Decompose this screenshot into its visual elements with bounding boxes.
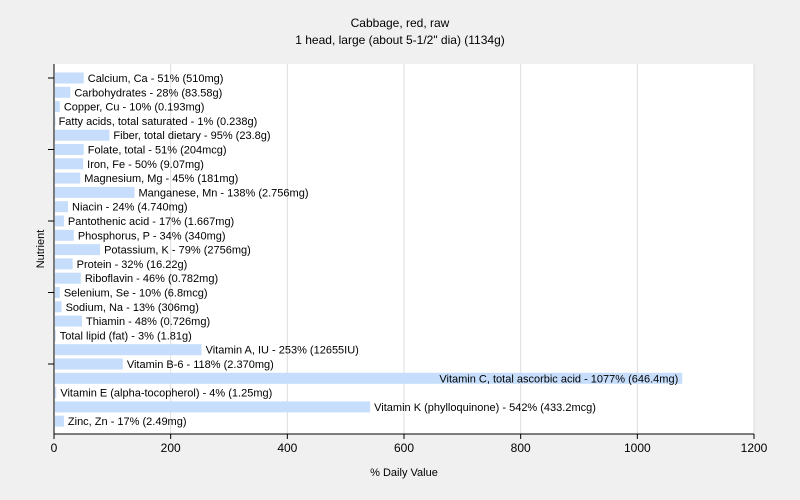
bar-labels: Calcium, Ca - 51% (510mg) Carbohydrates -…: [59, 73, 679, 428]
x-tick-label: 0: [51, 441, 58, 455]
bar-label: Riboflavin - 46% (0.782mg): [85, 273, 218, 285]
bar: [55, 401, 371, 413]
bar: [55, 344, 202, 356]
bar-label: Vitamin C, total ascorbic acid - 1077% (…: [439, 373, 678, 385]
bar-label: Vitamin K (phylloquinone) - 542% (433.2m…: [374, 402, 596, 414]
x-tick-label: 1200: [741, 441, 768, 455]
bar: [55, 201, 68, 213]
bar: [55, 244, 101, 256]
bar: [55, 387, 57, 399]
x-tick-label: 1000: [624, 441, 651, 455]
bar: [55, 144, 84, 155]
bar-label: Vitamin E (alpha-tocopherol) - 4% (1.25m…: [60, 388, 272, 400]
x-axis-ticks: 0 200 400 600 800 1000 1200: [51, 434, 768, 455]
bar-label: Protein - 32% (16.22g): [77, 259, 188, 271]
bar-label: Magnesium, Mg - 45% (181mg): [84, 173, 238, 185]
y-axis-label: Nutrient: [35, 230, 47, 269]
bars: [55, 72, 683, 427]
x-axis-label: % Daily Value: [370, 467, 438, 479]
bar: [55, 315, 82, 327]
bar-label: Vitamin B-6 - 118% (2.370mg): [127, 359, 274, 371]
bar: [55, 358, 123, 370]
bar: [55, 158, 84, 170]
bar-label: Carbohydrates - 28% (83.58g): [74, 87, 222, 99]
bar: [55, 186, 135, 198]
bar-label: Folate, total - 51% (204mcg): [88, 145, 227, 157]
bar-label: Calcium, Ca - 51% (510mg): [88, 73, 224, 85]
bar: [55, 215, 64, 227]
bar-label: Fatty acids, total saturated - 1% (0.238…: [59, 116, 258, 128]
bar-label: Total lipid (fat) - 3% (1.81g): [60, 330, 192, 342]
x-tick-label: 800: [511, 441, 531, 455]
bar-label: Selenium, Se - 10% (6.8mcg): [64, 288, 208, 300]
chart-subtitle: 1 head, large (about 5-1/2" dia) (1134g): [295, 33, 505, 47]
y-axis-ticks: [48, 77, 54, 365]
bar: [55, 172, 81, 184]
bar-label: Vitamin A, IU - 253% (12655IU): [206, 345, 359, 357]
bar: [55, 372, 683, 384]
x-tick-label: 200: [161, 441, 181, 455]
bar-label: Manganese, Mn - 138% (2.756mg): [139, 187, 309, 199]
bar: [55, 101, 60, 113]
bar-label: Zinc, Zn - 17% (2.49mg): [68, 416, 187, 428]
bar: [55, 415, 64, 427]
bar: [55, 129, 110, 141]
bar: [55, 115, 56, 127]
x-tick-label: 600: [394, 441, 414, 455]
bar: [55, 287, 60, 298]
bar: [55, 301, 62, 313]
bar-label: Thiamin - 48% (0.726mg): [86, 316, 210, 328]
gridlines: [170, 64, 755, 434]
bar-label: Phosphorus, P - 34% (340mg): [78, 230, 226, 242]
x-tick-label: 400: [277, 441, 297, 455]
bar-label: Fiber, total dietary - 95% (23.8g): [113, 130, 270, 142]
bar-label: Iron, Fe - 50% (9.07mg): [87, 159, 204, 171]
chart-title: Cabbage, red, raw: [351, 16, 450, 30]
bar: [55, 329, 56, 341]
bar-label: Copper, Cu - 10% (0.193mg): [64, 102, 205, 114]
bar-label: Potassium, K - 79% (2756mg): [104, 245, 251, 257]
bar: [55, 229, 74, 241]
bar: [55, 258, 73, 270]
bar: [55, 272, 81, 284]
bar: [55, 72, 84, 84]
bar: [55, 86, 71, 98]
bar-label: Niacin - 24% (4.740mg): [72, 202, 188, 214]
bar-label: Sodium, Na - 13% (306mg): [66, 302, 199, 314]
bar-label: Pantothenic acid - 17% (1.667mg): [68, 216, 234, 228]
